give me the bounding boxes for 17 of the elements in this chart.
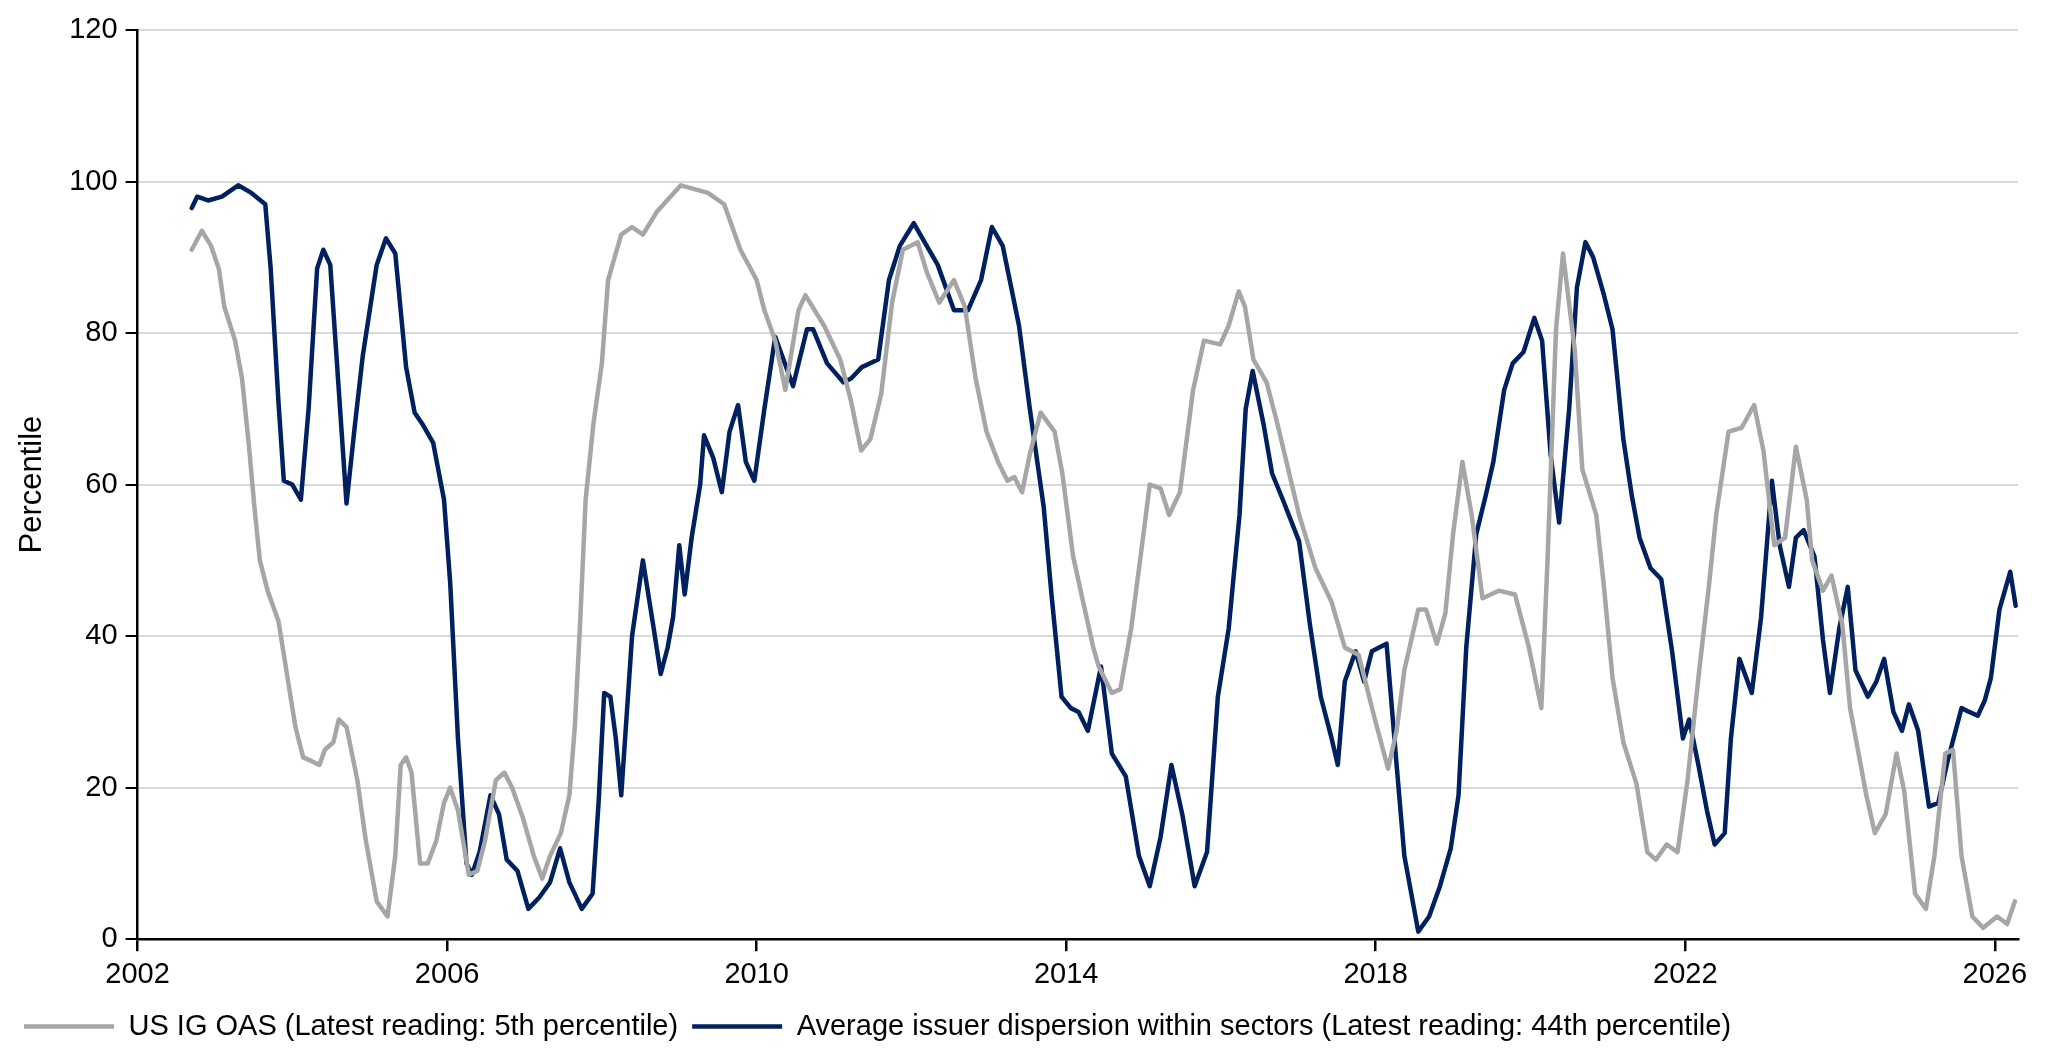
y-tick-label: 120 [69,12,118,44]
x-tick-label: 2022 [1652,956,1718,989]
x-tick-label: 2018 [1343,956,1408,989]
x-tick-label: 2026 [1962,956,2028,989]
y-tick-label: 0 [101,921,118,954]
x-tick-label: 2010 [724,956,789,989]
x-tick-label: 2002 [105,956,170,989]
y-tick-label: 80 [85,315,118,348]
x-tick-label: 2014 [1033,956,1099,989]
legend-label: Average issuer dispersion within sectors (Latest reading: 44th percentile) [796,1008,1732,1041]
y-tick-label: 40 [85,618,118,651]
legend-label: US IG OAS (Latest reading: 5th percentile) [128,1008,679,1041]
x-tick-label: 2006 [414,956,480,989]
y-tick-label: 100 [69,163,118,196]
y-axis-title: Percentile [13,415,49,554]
y-tick-label: 60 [85,466,118,499]
y-tick-label: 20 [85,769,118,802]
